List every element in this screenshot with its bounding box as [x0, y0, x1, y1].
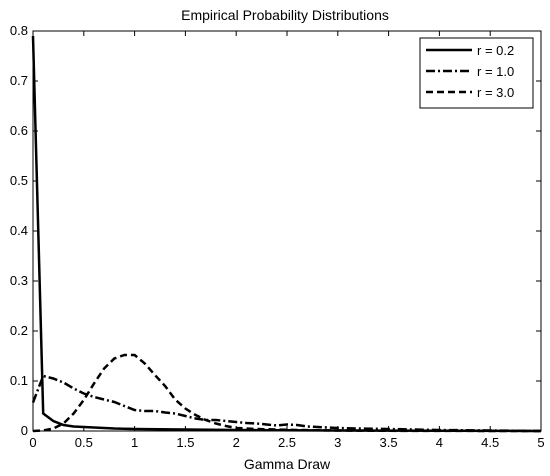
- x-tick-label: 2: [233, 435, 240, 450]
- x-tick-label: 2.5: [278, 435, 296, 450]
- y-tick-label: 0: [21, 423, 28, 438]
- y-tick-label: 0.5: [10, 173, 28, 188]
- x-tick-label: 3.5: [380, 435, 398, 450]
- y-tick-label: 0.8: [10, 23, 28, 38]
- x-tick-label: 0: [29, 435, 36, 450]
- y-tick-labels: 0 0.1 0.2 0.3 0.4 0.5 0.6 0.7 0.8: [10, 23, 28, 438]
- legend-label: r = 3.0: [477, 85, 514, 100]
- series-line-2: [31, 374, 542, 433]
- x-tick-labels: 0 0.5 1 1.5 2 2.5 3 3.5 4 4.5 5: [29, 435, 544, 450]
- x-tick-label: 4.5: [481, 435, 499, 450]
- x-tick-label: 1.5: [176, 435, 194, 450]
- x-tick-label: 3: [334, 435, 341, 450]
- series-line-3: [32, 353, 542, 433]
- legend-label: r = 0.2: [477, 43, 514, 58]
- y-tick-label: 0.2: [10, 323, 28, 338]
- x-tick-label: 5: [537, 435, 544, 450]
- y-tick-label: 0.3: [10, 273, 28, 288]
- x-tick-label: 1: [131, 435, 138, 450]
- y-tick-label: 0.1: [10, 373, 28, 388]
- y-tick-label: 0.6: [10, 123, 28, 138]
- x-axis-label: Gamma Draw: [244, 456, 331, 472]
- legend: r = 0.2 r = 1.0 r = 3.0: [419, 37, 534, 109]
- legend-label: r = 1.0: [477, 64, 514, 79]
- chart-title: Empirical Probability Distributions: [181, 7, 389, 23]
- y-tick-label: 0.4: [10, 223, 28, 238]
- y-tick-label: 0.7: [10, 73, 28, 88]
- x-tick-label: 4: [436, 435, 443, 450]
- x-tick-label: 0.5: [75, 435, 93, 450]
- series-lines: [31, 35, 542, 433]
